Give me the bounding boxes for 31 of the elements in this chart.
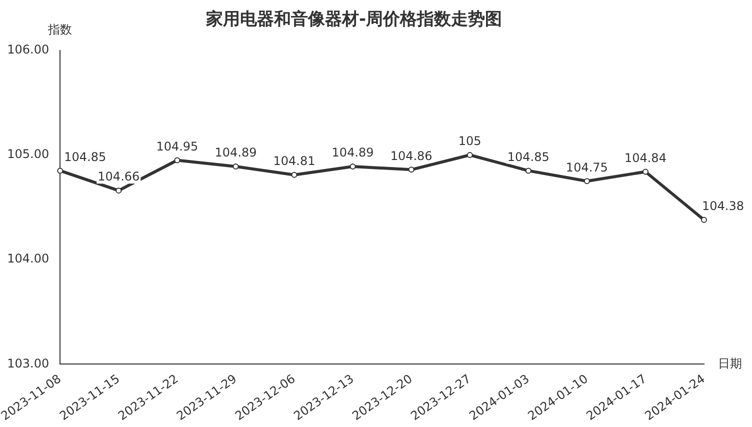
data-label: 104.38 bbox=[702, 198, 744, 213]
y-tick-label: 105.00 bbox=[7, 147, 50, 162]
data-label: 104.84 bbox=[624, 150, 666, 165]
y-axis-title: 指数 bbox=[47, 22, 72, 37]
point bbox=[466, 152, 473, 158]
point bbox=[584, 178, 590, 184]
point bbox=[291, 172, 298, 178]
point bbox=[642, 168, 648, 175]
data-label: 104.89 bbox=[214, 146, 257, 160]
data-label: 104.81 bbox=[273, 154, 316, 168]
point bbox=[525, 168, 532, 174]
chart-title: 家用电器和音像器材-周价格指数走势图 bbox=[204, 10, 502, 30]
point bbox=[174, 157, 180, 164]
data-label: 104.86 bbox=[390, 148, 432, 163]
y-tick-label: 103.00 bbox=[7, 356, 50, 370]
data-label: 104.85 bbox=[507, 150, 550, 164]
point bbox=[701, 216, 707, 223]
point bbox=[350, 164, 356, 170]
point bbox=[57, 168, 64, 174]
data-label: 104.66 bbox=[98, 170, 140, 184]
point bbox=[232, 164, 239, 170]
data-label: 104.85 bbox=[64, 150, 106, 164]
data-label: 104.95 bbox=[156, 139, 198, 154]
y-tick-label: 104.00 bbox=[7, 252, 50, 266]
data-label: 105 bbox=[458, 134, 482, 148]
point bbox=[408, 166, 414, 173]
point bbox=[116, 188, 122, 194]
x-axis-title: 日期 bbox=[718, 356, 742, 370]
y-tick-label: 106.00 bbox=[7, 42, 50, 57]
data-label: 104.75 bbox=[566, 160, 608, 174]
data-label: 104.89 bbox=[332, 146, 374, 160]
